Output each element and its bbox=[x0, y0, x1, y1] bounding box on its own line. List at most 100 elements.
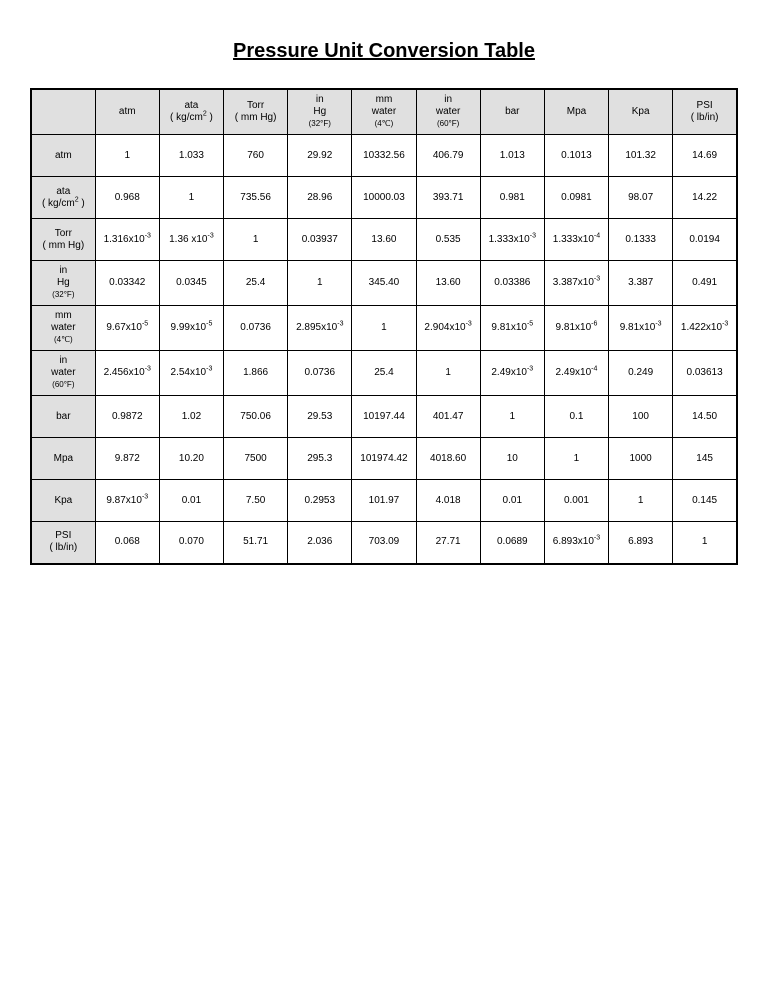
row-header: atm bbox=[31, 135, 95, 177]
row-header: Kpa bbox=[31, 480, 95, 522]
data-cell: 14.50 bbox=[673, 396, 737, 438]
data-cell: 1000 bbox=[609, 438, 673, 480]
data-cell: 2.895x10-3 bbox=[288, 306, 352, 351]
data-cell: 0.1333 bbox=[609, 219, 673, 261]
data-cell: 0.0194 bbox=[673, 219, 737, 261]
data-cell: 401.47 bbox=[416, 396, 480, 438]
data-cell: 1.333x10-4 bbox=[544, 219, 608, 261]
data-cell: 295.3 bbox=[288, 438, 352, 480]
data-cell: 0.981 bbox=[480, 177, 544, 219]
data-cell: 101.32 bbox=[609, 135, 673, 177]
data-cell: 406.79 bbox=[416, 135, 480, 177]
table-row: atm11.03376029.9210332.56406.791.0130.10… bbox=[31, 135, 737, 177]
data-cell: 10332.56 bbox=[352, 135, 416, 177]
row-header: mmwater(4℃) bbox=[31, 306, 95, 351]
col-header: ata( kg/cm2 ) bbox=[159, 89, 223, 135]
header-row: atmata( kg/cm2 )Torr( mm Hg)inHg(32°F)mm… bbox=[31, 89, 737, 135]
data-cell: 14.69 bbox=[673, 135, 737, 177]
data-cell: 703.09 bbox=[352, 522, 416, 564]
row-header: Torr( mm Hg) bbox=[31, 219, 95, 261]
data-cell: 2.456x10-3 bbox=[95, 351, 159, 396]
data-cell: 0.0736 bbox=[224, 306, 288, 351]
data-cell: 0.001 bbox=[544, 480, 608, 522]
row-header: bar bbox=[31, 396, 95, 438]
row-header: PSI( lb/in) bbox=[31, 522, 95, 564]
data-cell: 0.01 bbox=[480, 480, 544, 522]
data-cell: 10 bbox=[480, 438, 544, 480]
data-cell: 2.904x10-3 bbox=[416, 306, 480, 351]
data-cell: 10197.44 bbox=[352, 396, 416, 438]
page-title: Pressure Unit Conversion Table bbox=[30, 40, 738, 63]
data-cell: 0.2953 bbox=[288, 480, 352, 522]
data-cell: 1 bbox=[352, 306, 416, 351]
data-cell: 101.97 bbox=[352, 480, 416, 522]
col-header: Mpa bbox=[544, 89, 608, 135]
data-cell: 1.333x10-3 bbox=[480, 219, 544, 261]
data-cell: 9.67x10-5 bbox=[95, 306, 159, 351]
data-cell: 2.036 bbox=[288, 522, 352, 564]
data-cell: 27.71 bbox=[416, 522, 480, 564]
data-cell: 750.06 bbox=[224, 396, 288, 438]
data-cell: 0.535 bbox=[416, 219, 480, 261]
data-cell: 25.4 bbox=[224, 261, 288, 306]
data-cell: 1 bbox=[544, 438, 608, 480]
col-header: mmwater(4℃) bbox=[352, 89, 416, 135]
data-cell: 0.491 bbox=[673, 261, 737, 306]
data-cell: 1.013 bbox=[480, 135, 544, 177]
data-cell: 1 bbox=[673, 522, 737, 564]
data-cell: 0.0981 bbox=[544, 177, 608, 219]
data-cell: 29.92 bbox=[288, 135, 352, 177]
data-cell: 0.068 bbox=[95, 522, 159, 564]
data-cell: 9.99x10-5 bbox=[159, 306, 223, 351]
data-cell: 0.1013 bbox=[544, 135, 608, 177]
data-cell: 1 bbox=[480, 396, 544, 438]
data-cell: 9.81x10-5 bbox=[480, 306, 544, 351]
data-cell: 0.1 bbox=[544, 396, 608, 438]
data-cell: 9.81x10-3 bbox=[609, 306, 673, 351]
data-cell: 145 bbox=[673, 438, 737, 480]
data-cell: 13.60 bbox=[416, 261, 480, 306]
row-header: inwater(60°F) bbox=[31, 351, 95, 396]
data-cell: 0.968 bbox=[95, 177, 159, 219]
conversion-table: atmata( kg/cm2 )Torr( mm Hg)inHg(32°F)mm… bbox=[30, 88, 738, 565]
data-cell: 0.03613 bbox=[673, 351, 737, 396]
col-header: atm bbox=[95, 89, 159, 135]
data-cell: 1 bbox=[95, 135, 159, 177]
col-header: PSI( lb/in) bbox=[673, 89, 737, 135]
data-cell: 4.018 bbox=[416, 480, 480, 522]
data-cell: 14.22 bbox=[673, 177, 737, 219]
data-cell: 51.71 bbox=[224, 522, 288, 564]
data-cell: 25.4 bbox=[352, 351, 416, 396]
data-cell: 100 bbox=[609, 396, 673, 438]
data-cell: 345.40 bbox=[352, 261, 416, 306]
data-cell: 28.96 bbox=[288, 177, 352, 219]
table-row: PSI( lb/in)0.0680.07051.712.036703.0927.… bbox=[31, 522, 737, 564]
data-cell: 0.0736 bbox=[288, 351, 352, 396]
row-header: Mpa bbox=[31, 438, 95, 480]
data-cell: 7.50 bbox=[224, 480, 288, 522]
data-cell: 0.0345 bbox=[159, 261, 223, 306]
data-cell: 1 bbox=[288, 261, 352, 306]
row-header: ata( kg/cm2 ) bbox=[31, 177, 95, 219]
data-cell: 0.03386 bbox=[480, 261, 544, 306]
table-row: inHg(32°F)0.033420.034525.41345.4013.600… bbox=[31, 261, 737, 306]
data-cell: 9.87x10-3 bbox=[95, 480, 159, 522]
col-header: inwater(60°F) bbox=[416, 89, 480, 135]
table-row: ata( kg/cm2 )0.9681735.5628.9610000.0339… bbox=[31, 177, 737, 219]
data-cell: 1.033 bbox=[159, 135, 223, 177]
data-cell: 0.249 bbox=[609, 351, 673, 396]
data-cell: 1.866 bbox=[224, 351, 288, 396]
col-header: inHg(32°F) bbox=[288, 89, 352, 135]
page: Pressure Unit Conversion Table atmata( k… bbox=[0, 0, 768, 605]
data-cell: 2.54x10-3 bbox=[159, 351, 223, 396]
table-row: mmwater(4℃)9.67x10-59.99x10-50.07362.895… bbox=[31, 306, 737, 351]
data-cell: 0.03342 bbox=[95, 261, 159, 306]
data-cell: 1.36 x10-3 bbox=[159, 219, 223, 261]
table-row: Kpa9.87x10-30.017.500.2953101.974.0180.0… bbox=[31, 480, 737, 522]
data-cell: 6.893x10-3 bbox=[544, 522, 608, 564]
data-cell: 29.53 bbox=[288, 396, 352, 438]
data-cell: 0.070 bbox=[159, 522, 223, 564]
data-cell: 0.03937 bbox=[288, 219, 352, 261]
data-cell: 0.01 bbox=[159, 480, 223, 522]
data-cell: 13.60 bbox=[352, 219, 416, 261]
